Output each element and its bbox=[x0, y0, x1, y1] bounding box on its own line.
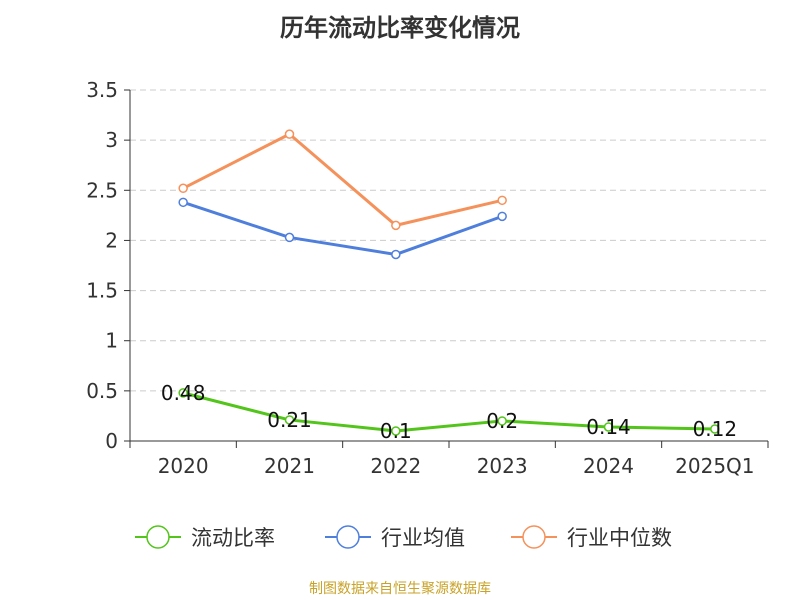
legend-item: 行业均值 bbox=[325, 525, 465, 550]
series-line bbox=[182, 132, 503, 227]
data-label: 0.1 bbox=[380, 419, 412, 443]
legend-label: 流动比率 bbox=[191, 526, 275, 550]
x-tick-label: 2023 bbox=[477, 454, 528, 478]
data-point bbox=[497, 211, 507, 222]
y-tick-label: 3 bbox=[105, 128, 118, 152]
data-point bbox=[710, 424, 720, 434]
data-label: 0.48 bbox=[161, 381, 206, 405]
data-point bbox=[497, 416, 507, 426]
y-tick-label: 2.5 bbox=[86, 178, 118, 202]
data-point bbox=[284, 415, 295, 425]
x-tick-label: 2022 bbox=[370, 454, 421, 478]
data-source-note: 制图数据来自恒生聚源数据库 bbox=[309, 581, 491, 597]
data-label: 0.21 bbox=[267, 408, 312, 432]
legend-marker-icon bbox=[336, 525, 360, 549]
legend-label: 行业中位数 bbox=[567, 526, 672, 550]
y-tick-label: 1 bbox=[105, 329, 118, 353]
legend-item: 行业中位数 bbox=[511, 525, 672, 550]
x-tick-label: 2024 bbox=[583, 454, 634, 478]
y-tick-label: 0.5 bbox=[86, 379, 118, 403]
chart-title: 历年流动比率变化情况 bbox=[280, 14, 520, 42]
series-line bbox=[182, 200, 503, 256]
x-tick-label: 2025Q1 bbox=[675, 454, 754, 478]
data-label: 0.12 bbox=[693, 417, 738, 441]
data-label: 0.14 bbox=[586, 415, 631, 439]
legend-marker-icon bbox=[146, 525, 170, 549]
y-tick-label: 2 bbox=[105, 228, 118, 252]
y-tick-label: 0 bbox=[105, 429, 118, 453]
legend-item: 流动比率 bbox=[135, 525, 275, 550]
data-point bbox=[603, 422, 614, 432]
y-tick-label: 3.5 bbox=[86, 78, 118, 102]
y-tick-label: 1.5 bbox=[86, 279, 118, 303]
x-tick-label: 2020 bbox=[158, 454, 209, 478]
x-tick-label: 2021 bbox=[264, 454, 315, 478]
data-point bbox=[497, 195, 507, 206]
data-point bbox=[178, 183, 188, 194]
series-line bbox=[182, 391, 715, 433]
data-label: 0.2 bbox=[486, 409, 518, 433]
data-point bbox=[391, 220, 401, 231]
legend-marker-icon bbox=[522, 525, 546, 549]
data-point bbox=[391, 426, 401, 436]
data-point bbox=[284, 129, 295, 139]
data-point bbox=[178, 197, 188, 208]
data-point bbox=[391, 249, 401, 260]
data-point bbox=[284, 232, 295, 243]
data-point bbox=[178, 388, 188, 398]
legend-label: 行业均值 bbox=[381, 526, 465, 550]
